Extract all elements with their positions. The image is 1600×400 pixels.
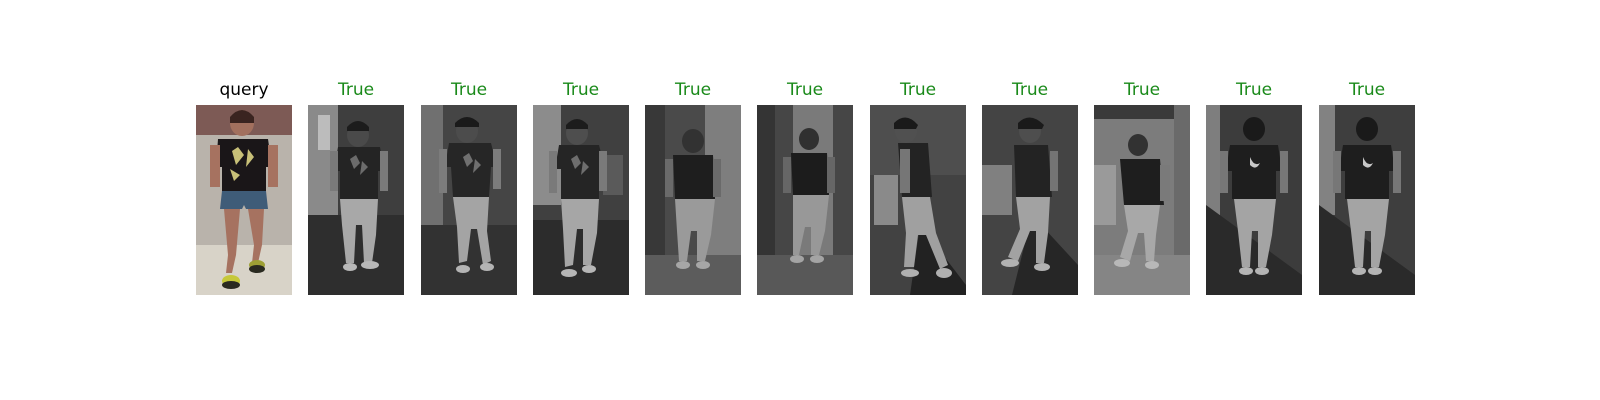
result-label: True bbox=[450, 80, 488, 100]
result-panel: True bbox=[1094, 78, 1190, 298]
result-label: True bbox=[1123, 80, 1161, 100]
result-label: True bbox=[562, 80, 600, 100]
result-label: True bbox=[1235, 80, 1273, 100]
result-panel: True bbox=[757, 78, 853, 298]
result-label: True bbox=[786, 80, 824, 100]
result-label: True bbox=[674, 80, 712, 100]
result-image bbox=[870, 105, 966, 295]
result-panel: True bbox=[870, 78, 966, 298]
result-image bbox=[645, 105, 741, 295]
query-panel: query bbox=[196, 78, 292, 298]
result-panel: True bbox=[645, 78, 741, 298]
result-image bbox=[421, 105, 517, 295]
result-panel: True bbox=[1206, 78, 1302, 298]
result-label: True bbox=[899, 80, 937, 100]
result-image bbox=[308, 105, 404, 295]
result-image bbox=[533, 105, 629, 295]
result-label: True bbox=[337, 80, 375, 100]
result-image bbox=[1094, 105, 1190, 295]
result-panel: True bbox=[533, 78, 629, 298]
result-label: True bbox=[1348, 80, 1386, 100]
result-panel: True bbox=[982, 78, 1078, 298]
result-panel: True bbox=[308, 78, 404, 298]
result-image bbox=[982, 105, 1078, 295]
query-image bbox=[196, 105, 292, 295]
result-image bbox=[757, 105, 853, 295]
result-image bbox=[1319, 105, 1415, 295]
result-panel: True bbox=[421, 78, 517, 298]
result-label: True bbox=[1011, 80, 1049, 100]
query-label: query bbox=[219, 80, 269, 100]
result-panel: True bbox=[1319, 78, 1415, 298]
result-image bbox=[1206, 105, 1302, 295]
